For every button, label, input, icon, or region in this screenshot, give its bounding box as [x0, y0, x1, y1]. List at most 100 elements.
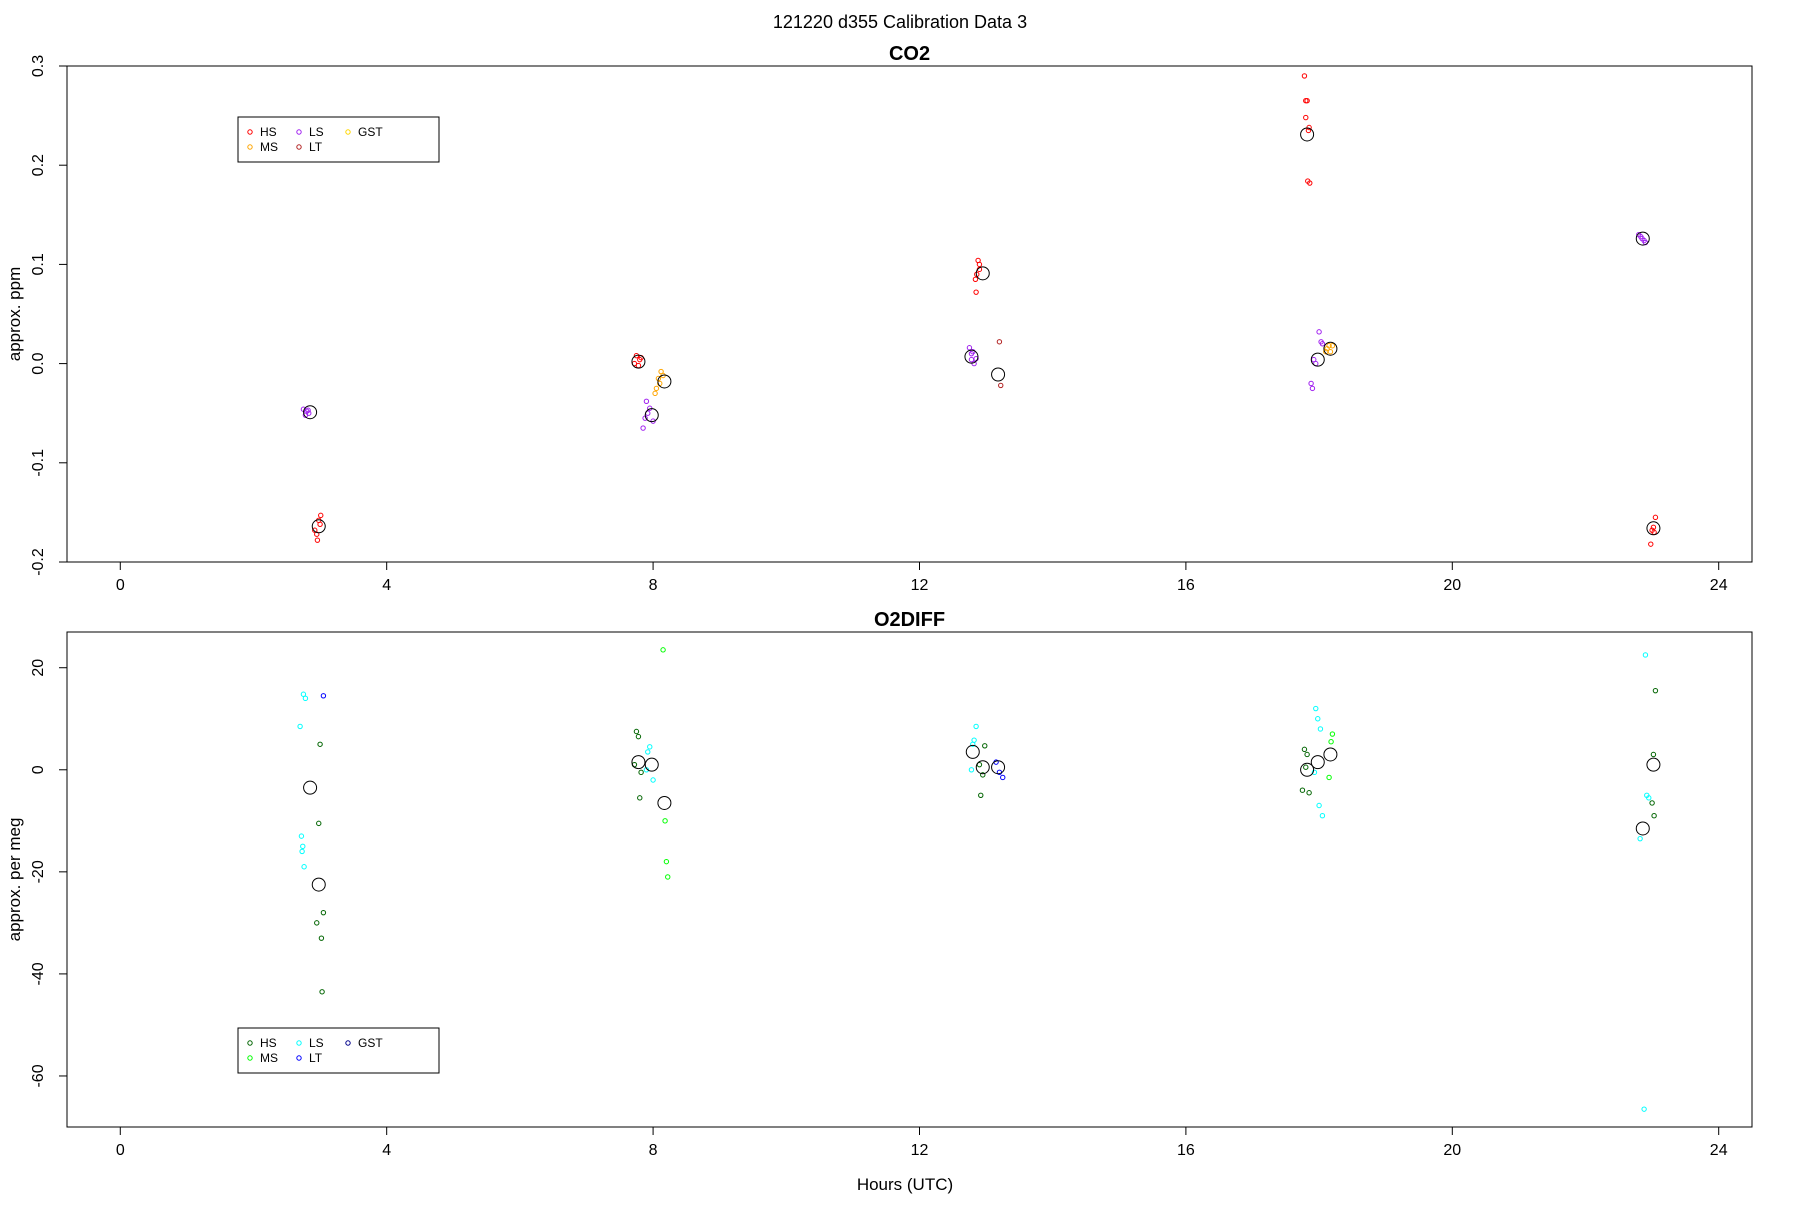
mean-marker	[1635, 231, 1650, 246]
legend-marker	[296, 129, 302, 135]
data-point	[662, 818, 668, 824]
mean-marker	[644, 757, 659, 772]
data-point	[663, 858, 670, 865]
legend-marker	[247, 1055, 253, 1061]
y-axis-label: approx. ppm	[5, 267, 24, 362]
data-point	[317, 521, 323, 528]
data-point	[1000, 774, 1006, 781]
data-point	[650, 777, 656, 783]
data-point	[665, 874, 671, 880]
data-point	[1328, 739, 1334, 745]
x-tick-label: 4	[382, 1142, 391, 1159]
data-point	[320, 693, 327, 699]
data-point	[1317, 726, 1324, 732]
legend-marker	[247, 129, 253, 135]
x-tick-label: 0	[116, 1142, 125, 1159]
data-point	[312, 527, 318, 533]
data-point	[1315, 716, 1321, 722]
data-point	[1637, 835, 1643, 842]
mean-marker	[303, 405, 318, 420]
mean-marker	[303, 780, 318, 795]
data-point	[635, 362, 642, 369]
data-point	[660, 647, 666, 653]
data-point	[1301, 73, 1308, 79]
data-point	[318, 935, 325, 941]
x-tick-label: 20	[1443, 577, 1461, 594]
x-axis-label: Hours (UTC)	[857, 1175, 953, 1194]
data-point	[1641, 237, 1647, 244]
panel-1: O2DIFF 0 4 8 12 16 20 24 -60 -40 -20 0 20 approx. per…	[5, 609, 1753, 1159]
data-point	[972, 276, 979, 282]
data-point	[645, 749, 651, 755]
data-point	[1646, 795, 1652, 801]
data-point	[1304, 98, 1310, 104]
x-tick-label: 20	[1443, 1142, 1461, 1159]
y-tick-label: 0.2	[30, 154, 47, 176]
legend-box	[237, 116, 440, 163]
legend-marker	[345, 129, 351, 135]
panel-title: O2DIFF	[874, 609, 945, 631]
data-point	[996, 339, 1003, 345]
legend-marker	[296, 1055, 302, 1061]
series-hs	[314, 687, 1659, 995]
legend-label: GST	[358, 1036, 383, 1050]
data-point	[973, 723, 979, 730]
data-point	[1642, 652, 1649, 658]
legend-label: HS	[260, 125, 277, 139]
data-point	[643, 398, 650, 404]
data-point	[1304, 751, 1310, 758]
data-point	[647, 744, 653, 750]
y-tick-label: 0.0	[30, 352, 47, 374]
data-point	[318, 512, 324, 519]
data-point	[652, 390, 658, 397]
data-point	[968, 350, 975, 357]
data-point	[316, 820, 322, 827]
data-point	[1316, 802, 1322, 809]
data-point	[1650, 751, 1657, 758]
data-point	[1303, 764, 1309, 770]
mean-marker	[975, 266, 990, 281]
y-tick-label: -20	[30, 860, 47, 883]
data-point	[314, 537, 321, 543]
x-tick-label: 8	[649, 577, 658, 594]
legend-marker	[345, 1040, 351, 1046]
mean-marker	[1323, 341, 1338, 356]
data-point	[319, 989, 325, 995]
mean-marker	[657, 795, 672, 810]
x-tick-label: 0	[116, 577, 125, 594]
data-point	[637, 795, 643, 801]
data-point	[982, 743, 988, 749]
mean-marker	[631, 755, 646, 770]
data-point	[1652, 687, 1659, 694]
data-point	[1327, 348, 1334, 355]
data-point	[980, 772, 986, 778]
data-point	[1319, 813, 1326, 819]
x-tick-label: 16	[1177, 1142, 1195, 1159]
data-point	[299, 848, 305, 855]
data-point	[317, 741, 323, 747]
data-point	[1329, 343, 1336, 349]
x-tick-label: 8	[649, 1142, 658, 1159]
data-point	[1303, 114, 1309, 121]
y-tick-label: 0	[30, 765, 47, 774]
y-tick-label: 20	[30, 659, 47, 677]
data-point	[1641, 1106, 1647, 1112]
series-hs	[312, 73, 1659, 547]
panel-0: CO2 0 4 8 12 16 20 24 -0.2 -0.1 0.0 0.1 0.2 0.3 approx…	[5, 43, 1753, 594]
data-point	[966, 345, 973, 351]
data-point	[1649, 800, 1655, 806]
y-axis-label: approx. per meg	[5, 818, 24, 942]
data-point	[635, 733, 642, 740]
data-point	[1326, 774, 1332, 781]
data-point	[306, 410, 312, 416]
data-point	[1316, 329, 1322, 335]
y-tick-label: -0.2	[30, 548, 47, 576]
data-point	[968, 767, 975, 773]
series-lt	[320, 693, 1006, 781]
y-tick-label: 0.3	[30, 55, 47, 77]
legend-label: LS	[309, 125, 324, 139]
data-point	[653, 385, 660, 392]
y-tick-label: -60	[30, 1064, 47, 1087]
